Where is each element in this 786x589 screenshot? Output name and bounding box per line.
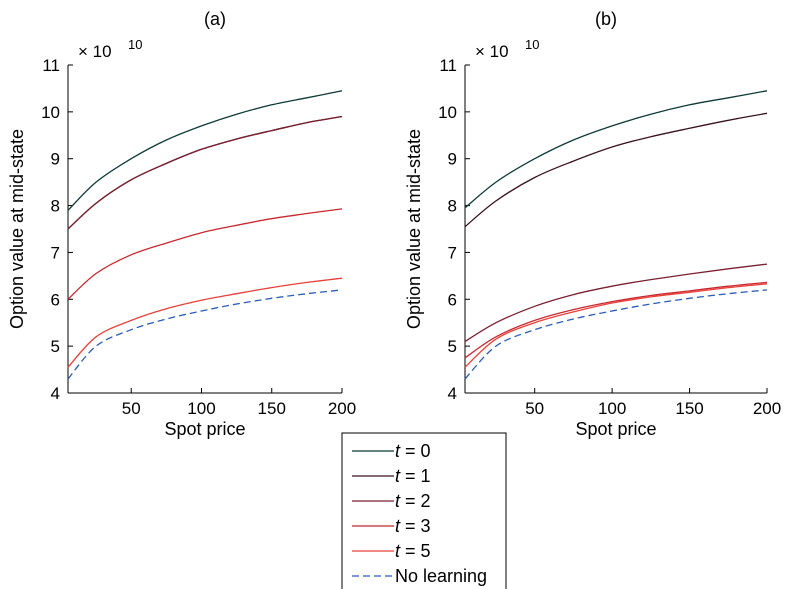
x-axis-label: Spot price [164, 419, 245, 439]
x-tick-label: 100 [187, 399, 215, 418]
x-tick-label: 150 [675, 399, 703, 418]
y-axis-exponent: 10 [525, 37, 539, 52]
y-tick-label: 6 [448, 290, 457, 309]
y-tick-label: 10 [438, 103, 457, 122]
x-tick-label: 150 [258, 399, 286, 418]
series-line-t-5 [464, 283, 768, 368]
y-axis-exponent: 10 [128, 37, 142, 52]
series-line-no-learning [67, 289, 343, 380]
y-tick-label: 6 [51, 290, 60, 309]
y-tick-label: 9 [51, 150, 60, 169]
y-tick-label: 11 [42, 56, 60, 75]
y-axis-label: Option value at mid-state [7, 129, 27, 329]
legend-entry: t = 5 [395, 541, 431, 561]
y-tick-label: 8 [51, 197, 60, 216]
panel-a: (a) 4 5 6 7 8 9 10 11 50 100 150 200 × 10 10 Spot price… [7, 9, 356, 439]
y-tick-label: 4 [51, 384, 60, 403]
y-tick-label: 7 [448, 243, 457, 262]
series-line-t-5 [67, 277, 343, 368]
legend-entry: No learning [395, 566, 487, 586]
series-line-t-2 [67, 115, 343, 230]
x-axis-label: Spot price [575, 419, 656, 439]
series-line-t-3 [464, 281, 768, 359]
legend-entry: t = 2 [395, 491, 431, 511]
x-tick-label: 200 [328, 399, 356, 418]
y-axis-multiplier: × 10 [78, 42, 112, 61]
series-line-t-1 [464, 112, 768, 228]
series-line-t-3 [67, 208, 343, 300]
panel-title: (b) [595, 9, 617, 29]
series-line-no-learning [464, 289, 768, 380]
x-tick-label: 200 [753, 399, 781, 418]
series-line-t-0 [464, 90, 768, 209]
x-tick-label: 50 [525, 399, 544, 418]
panel-b: (b) 4 5 6 7 8 9 10 11 50 100 150 200 × 10 10 Spot price… [404, 9, 781, 439]
series-line-t-2 [464, 263, 768, 343]
y-tick-label: 4 [448, 384, 457, 403]
y-tick-label: 11 [439, 56, 457, 75]
y-axis-multiplier: × 10 [475, 42, 509, 61]
x-tick-label: 100 [598, 399, 626, 418]
x-tick-label: 50 [122, 399, 141, 418]
legend-entry: t = 3 [395, 516, 431, 536]
y-tick-label: 10 [41, 103, 60, 122]
y-tick-label: 7 [51, 243, 60, 262]
y-tick-label: 9 [448, 150, 457, 169]
legend: t = 0 t = 1 t = 2 t = 3 t = 5 No learning [341, 432, 507, 589]
panel-title: (a) [204, 9, 226, 29]
y-axis-label: Option value at mid-state [404, 129, 424, 329]
legend-entry: t = 0 [395, 441, 431, 461]
legend-box [341, 432, 507, 589]
y-tick-label: 5 [51, 337, 60, 356]
series-line-t-0 [67, 90, 343, 211]
legend-entry: t = 1 [395, 466, 431, 486]
y-tick-label: 5 [448, 337, 457, 356]
y-tick-label: 8 [448, 197, 457, 216]
